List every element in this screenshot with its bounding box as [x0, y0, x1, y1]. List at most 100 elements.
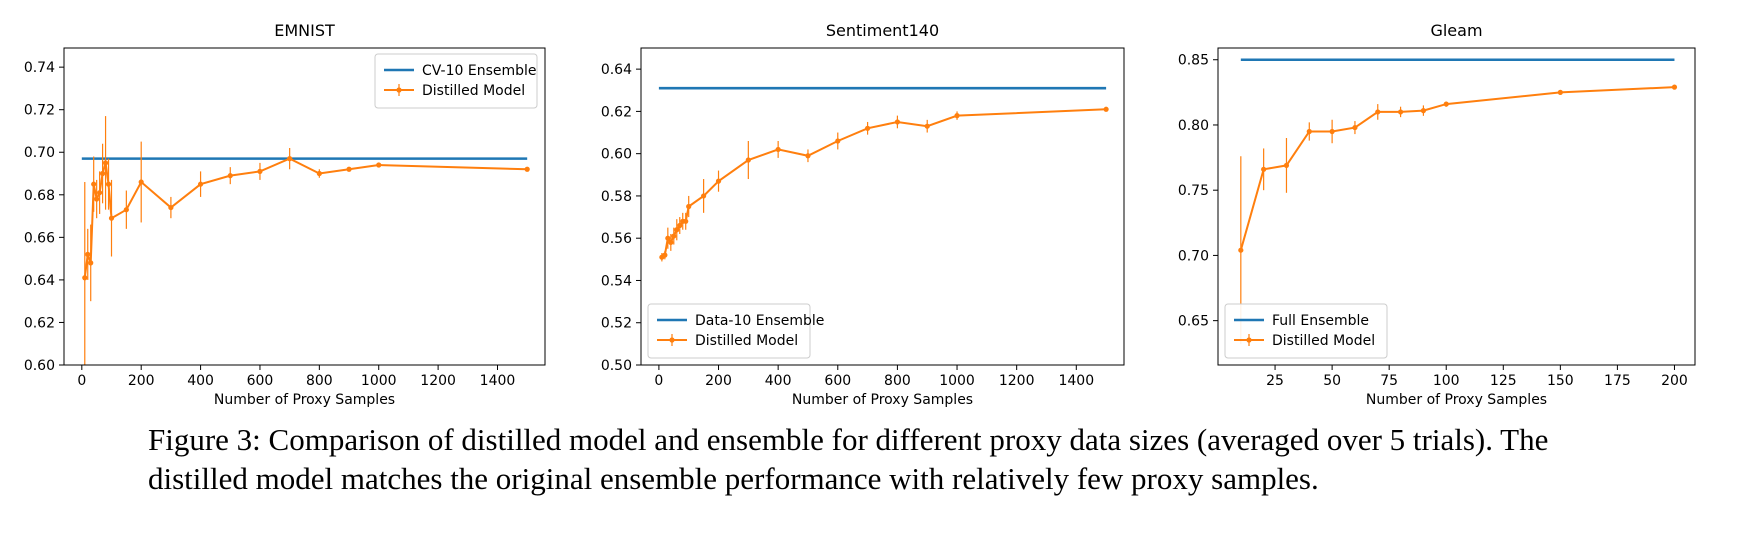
data-point [745, 157, 751, 163]
distilled-series [659, 106, 1109, 262]
data-point [1103, 106, 1109, 112]
axes-frame [1217, 47, 1696, 366]
data-point [524, 166, 530, 172]
data-point [668, 239, 674, 246]
x-tick-label: 400 [765, 373, 792, 389]
legend-swatch-marker [396, 87, 402, 93]
data-point [835, 138, 841, 144]
y-tick-label: 0.64 [601, 62, 632, 78]
data-point [88, 260, 94, 266]
x-tick-label: 800 [884, 373, 911, 389]
data-point [102, 160, 109, 166]
data-point [94, 196, 100, 202]
x-tick-label: 25 [1266, 373, 1284, 389]
y-tick-label: 0.66 [24, 230, 55, 246]
legend-box [647, 303, 811, 359]
data-point [662, 252, 668, 258]
y-tick-label: 0.56 [601, 231, 632, 247]
chart-panel-1: EMNIST 0.60 0.62 0.64 0.66 0.68 0.70 0.72 0.74 0 2… [24, 21, 546, 408]
data-point [1238, 247, 1244, 253]
x-axis-label: Number of Proxy Samples [1366, 392, 1547, 408]
chart-title: Gleam [1430, 21, 1482, 40]
data-point [1283, 162, 1290, 169]
y-tick-label: 0.54 [601, 273, 632, 289]
x-tick-label: 1000 [939, 373, 975, 389]
x-tick-label: 1400 [1058, 373, 1094, 389]
data-point [99, 170, 106, 177]
data-point [683, 218, 689, 224]
data-point [1329, 128, 1335, 135]
x-tick-label: 75 [1380, 373, 1398, 389]
x-axis-label: Number of Proxy Samples [792, 392, 973, 408]
chart-panel-2: Sentiment140 0.50 0.52 0.54 0.56 0.58 0.60 0.62… [601, 21, 1125, 408]
data-point [715, 178, 722, 184]
data-point [227, 173, 233, 179]
distilled-line [661, 108, 1107, 259]
figure-caption: Figure 3: Comparison of distilled model … [148, 422, 1549, 496]
data-point [894, 119, 901, 125]
x-tick-label: 800 [306, 373, 333, 389]
y-tick-label: 0.52 [601, 316, 632, 332]
distilled-series [82, 116, 530, 365]
x-tick-label: 50 [1323, 373, 1341, 389]
data-point [97, 190, 103, 196]
x-tick-label: 0 [654, 373, 663, 389]
data-point [1375, 109, 1381, 115]
x-tick-label: 200 [128, 373, 155, 389]
distilled-line [1239, 86, 1675, 251]
legend-swatch-marker [1246, 337, 1252, 343]
chart-panel-3: Gleam 0.65 0.70 0.75 0.80 0.85 25 50 75 100 125 150… [1178, 21, 1696, 408]
data-point [257, 168, 263, 174]
x-tick-label: 600 [824, 373, 851, 389]
data-point [671, 233, 677, 239]
data-point [1306, 128, 1312, 135]
data-point [686, 203, 692, 210]
data-point [123, 207, 129, 213]
legend: Data-10 Ensemble Distilled Model [647, 303, 824, 359]
data-point [1557, 89, 1563, 95]
chart-title: Sentiment140 [826, 21, 939, 40]
y-tick-label: 0.50 [601, 358, 632, 374]
legend-label: Distilled Model [422, 83, 525, 99]
x-tick-label: 200 [1661, 373, 1688, 389]
legend: CV-10 Ensemble Distilled Model [374, 53, 538, 109]
y-tick-label: 0.80 [1178, 118, 1209, 134]
data-point [677, 222, 683, 229]
x-tick-label: 1400 [480, 373, 516, 389]
data-point [108, 215, 115, 221]
chart-title: EMNIST [274, 21, 335, 40]
data-point [924, 123, 930, 129]
data-point [91, 181, 97, 187]
y-tick-label: 0.70 [1178, 248, 1209, 264]
data-point [287, 156, 293, 162]
data-point [805, 153, 811, 159]
data-point [701, 193, 707, 199]
data-point [1443, 101, 1449, 107]
x-tick-label: 100 [1433, 373, 1460, 389]
data-point [1397, 109, 1404, 115]
data-point [954, 113, 960, 119]
legend-label: Distilled Model [1272, 333, 1375, 349]
legend-label: Data-10 Ensemble [695, 313, 824, 329]
data-point [1420, 108, 1427, 114]
x-tick-label: 400 [187, 373, 214, 389]
x-tick-label: 1200 [999, 373, 1035, 389]
data-point [674, 227, 680, 233]
data-point [346, 166, 352, 172]
y-tick-label: 0.74 [24, 60, 55, 76]
data-point [775, 146, 781, 153]
y-tick-label: 0.60 [601, 147, 632, 163]
plot-area [1238, 58, 1678, 345]
distilled-line [83, 157, 528, 278]
legend-box [374, 53, 538, 109]
x-tick-label: 1000 [361, 373, 397, 389]
x-tick-label: 175 [1604, 373, 1631, 389]
data-point [105, 181, 112, 187]
x-axis-label: Number of Proxy Samples [214, 392, 395, 408]
x-tick-label: 125 [1490, 373, 1517, 389]
y-tick-label: 0.62 [24, 315, 55, 331]
axes-frame [63, 47, 546, 366]
data-point [1261, 166, 1267, 172]
axes-frame [640, 47, 1125, 366]
